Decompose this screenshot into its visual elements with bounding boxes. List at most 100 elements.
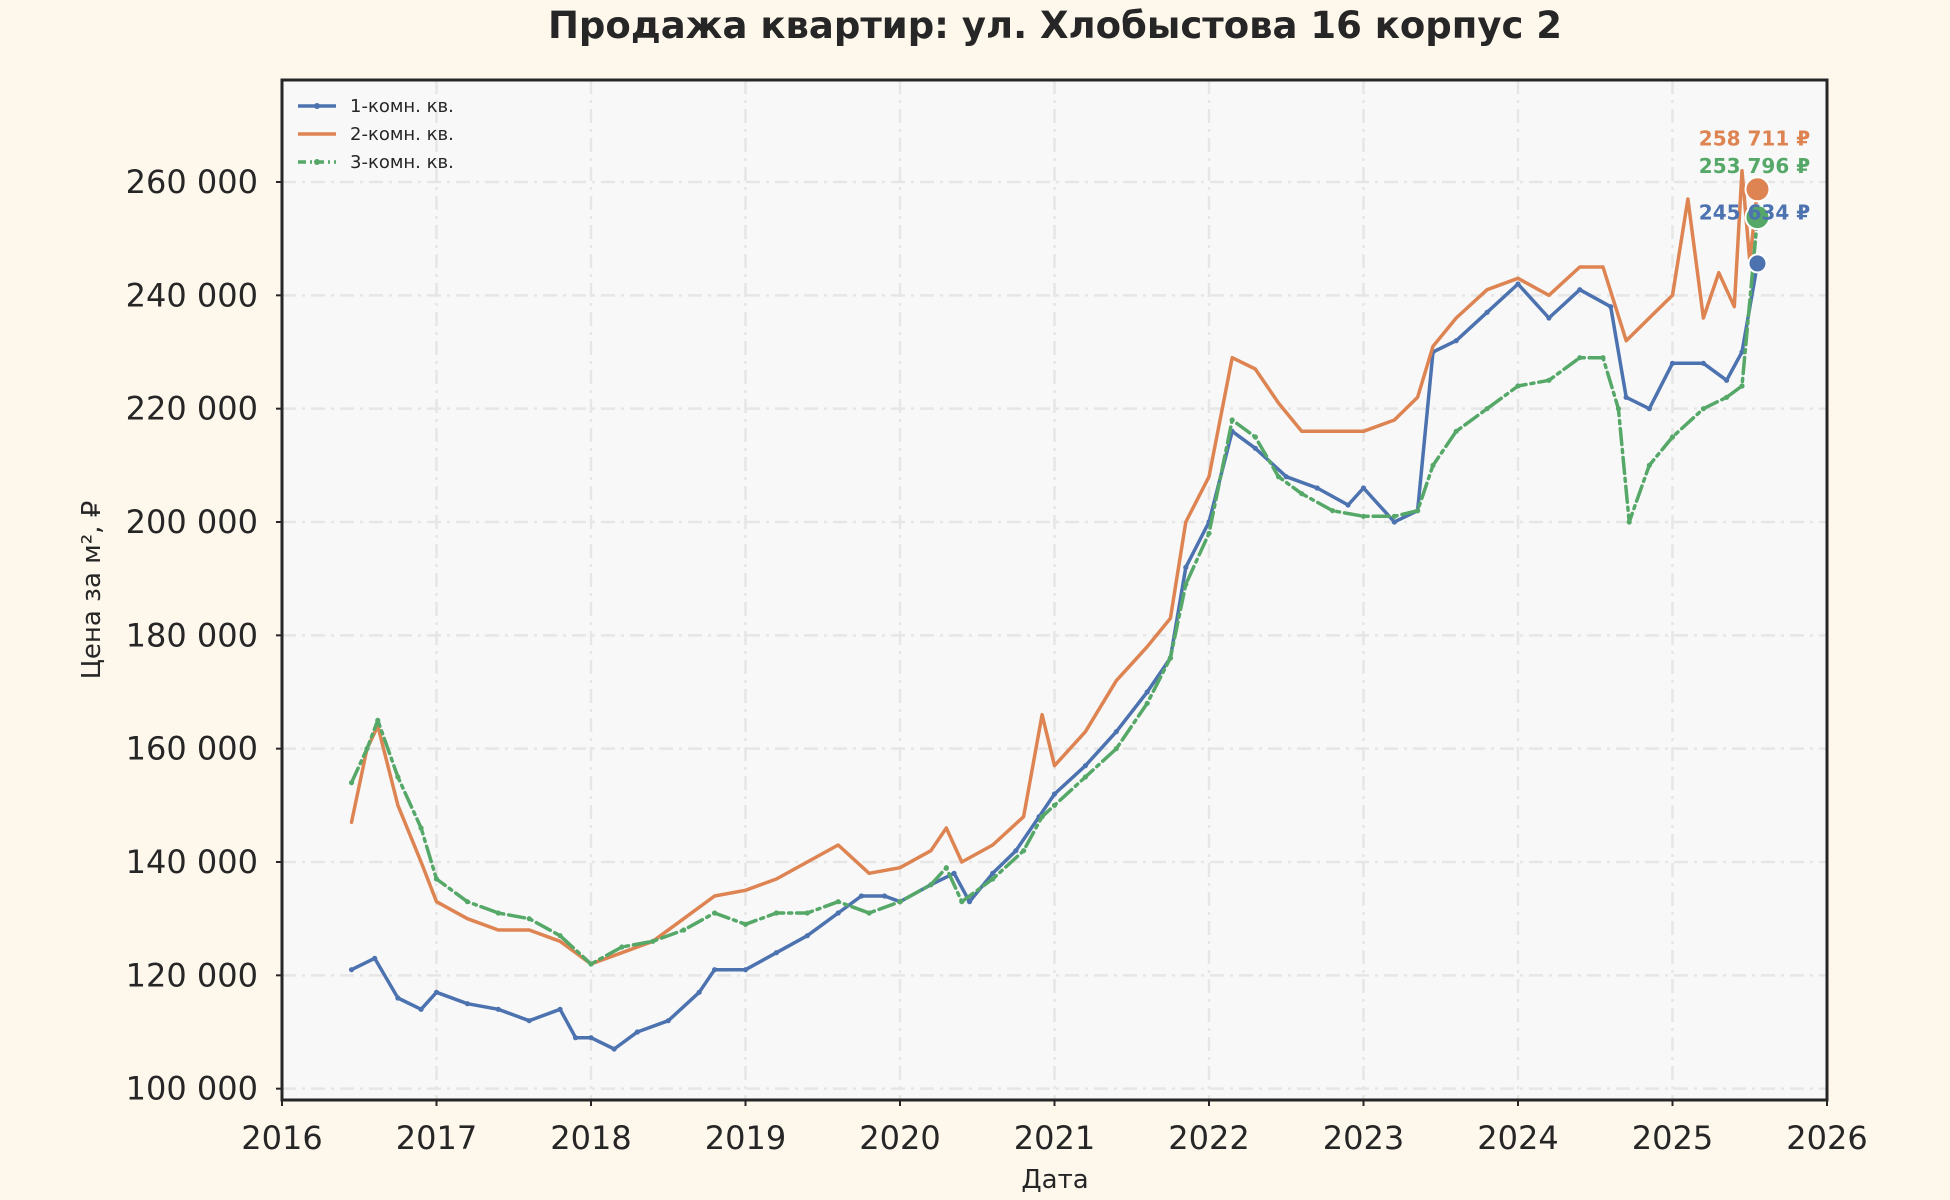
series-point-1: [1646, 406, 1652, 412]
series-point-3: [464, 899, 470, 905]
series-point-3: [1360, 513, 1367, 519]
series-point-3: [1453, 428, 1459, 434]
series-point-3: [1739, 383, 1745, 389]
x-tick-label: 2021: [1014, 1119, 1095, 1157]
series-point-3: [1144, 700, 1150, 706]
series-point-1: [634, 1029, 640, 1035]
series-point-3: [1414, 508, 1421, 514]
series-point-1: [742, 967, 749, 973]
last-value-label-3: 253 796 ₽: [1699, 154, 1810, 178]
series-point-3: [835, 899, 841, 905]
series-point-3: [804, 910, 810, 916]
y-axis-label: Цена за м², ₽: [77, 501, 107, 680]
x-tick-label: 2026: [1786, 1119, 1867, 1157]
x-tick-label: 2019: [705, 1119, 786, 1157]
series-point-1: [966, 899, 973, 905]
last-value-marker-2: [1744, 176, 1771, 203]
series-point-1: [526, 1018, 532, 1024]
series-point-3: [928, 882, 934, 888]
y-tick-label: 120 000: [126, 956, 258, 994]
x-tick-label: 2025: [1632, 1119, 1713, 1157]
last-value-label-1: 245 634 ₽: [1699, 200, 1810, 224]
x-tick-label: 2017: [396, 1119, 477, 1157]
series-point-1: [464, 1001, 470, 1007]
last-value-marker-1: [1747, 253, 1768, 274]
series-point-3: [1600, 355, 1606, 361]
series-point-1: [1723, 377, 1730, 383]
series-point-1: [1484, 309, 1490, 315]
series-point-1: [804, 933, 810, 939]
series-point-1: [611, 1046, 617, 1052]
series-point-1: [1546, 315, 1552, 321]
series-point-3: [1183, 581, 1189, 587]
series-point-1: [881, 893, 888, 899]
series-point-3: [1275, 474, 1282, 480]
series-point-3: [557, 933, 563, 939]
series-point-3: [526, 916, 532, 922]
series-point-1: [495, 1006, 501, 1012]
series-point-3: [433, 876, 440, 882]
x-tick-label: 2018: [550, 1119, 631, 1157]
series-point-1: [348, 967, 355, 973]
x-tick-label: 2016: [241, 1119, 322, 1157]
series-point-3: [650, 938, 656, 944]
legend-label-3: 3-комн. кв.: [350, 152, 454, 173]
series-point-3: [1252, 434, 1258, 440]
series-point-1: [1669, 360, 1676, 366]
legend-label-2: 2-комн. кв.: [350, 124, 454, 145]
series-point-1: [696, 989, 702, 995]
legend-marker-1: [314, 103, 320, 109]
x-tick-label: 2023: [1323, 1119, 1404, 1157]
series-point-3: [1646, 462, 1652, 468]
series-point-1: [1314, 485, 1320, 491]
series-point-1: [1252, 445, 1258, 451]
series-point-3: [1051, 802, 1058, 808]
y-tick-label: 140 000: [126, 843, 258, 881]
series-point-3: [364, 746, 370, 752]
series-point-1: [1515, 281, 1521, 287]
series-point-3: [619, 944, 625, 950]
series-point-3: [1082, 774, 1088, 780]
y-tick-label: 240 000: [126, 276, 258, 314]
series-point-1: [588, 1035, 594, 1041]
series-point-1: [1623, 394, 1629, 400]
series-point-1: [712, 967, 718, 973]
series-point-1: [433, 989, 440, 995]
series-point-3: [1039, 814, 1045, 820]
x-tick-label: 2020: [859, 1119, 940, 1157]
series-point-3: [681, 927, 687, 933]
series-point-1: [557, 1006, 563, 1012]
series-point-3: [1113, 746, 1119, 752]
y-tick-label: 260 000: [126, 163, 258, 201]
series-point-3: [1515, 383, 1521, 389]
series-point-3: [943, 865, 949, 871]
series-point-3: [773, 910, 780, 916]
series-point-1: [773, 950, 780, 956]
series-point-1: [1183, 564, 1189, 570]
series-line-1: [349, 261, 1760, 1051]
series-point-1: [1144, 689, 1150, 695]
ticks: 2016 2017 2018 2019 2020 2021 2022 2023 2024 2025…: [126, 163, 1868, 1157]
last-value-marker-3: [1744, 204, 1771, 231]
series-point-1: [1608, 304, 1614, 310]
series-point-3: [897, 899, 903, 905]
series-point-1: [1051, 791, 1058, 797]
series-point-3: [418, 825, 424, 831]
series-point-3: [1021, 848, 1027, 854]
series-point-1: [1739, 349, 1745, 355]
series-point-3: [742, 921, 749, 927]
series-line-2: [349, 168, 1760, 966]
y-tick-label: 160 000: [126, 730, 258, 768]
series-point-1: [1283, 474, 1289, 480]
chart-title: Продажа квартир: ул. Хлобыстова 16 корпу…: [548, 4, 1562, 47]
series-point-1: [1082, 763, 1088, 769]
series-point-3: [959, 899, 965, 905]
series-point-3: [1206, 530, 1212, 536]
series-point-1: [1113, 729, 1119, 735]
series-point-1: [372, 955, 378, 961]
series-point-1: [418, 1006, 424, 1012]
legend: 1-комн. кв. 2-комн. кв. 3-комн. кв.: [298, 96, 454, 173]
series-point-3: [1700, 406, 1706, 412]
